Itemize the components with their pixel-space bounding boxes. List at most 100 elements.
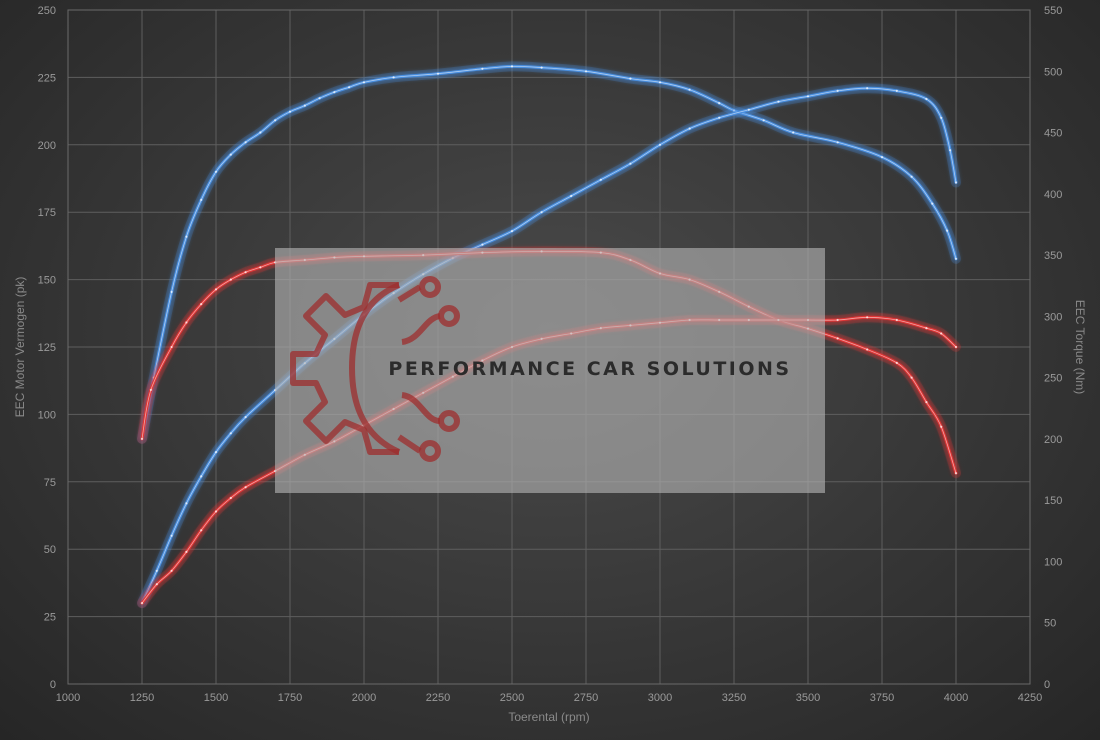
data-point [200,303,203,306]
plot-frame [67,9,1031,685]
data-point [274,119,277,122]
y-right-tick-label: 100 [1044,556,1062,568]
data-point [185,235,188,238]
y-right-tick-label: 300 [1044,311,1062,323]
data-point [732,109,736,112]
data-point [259,266,262,269]
data-point [244,486,247,489]
y-right-tick-label: 550 [1044,5,1062,17]
series-highlight [141,87,957,604]
data-point [954,472,958,475]
data-point [954,345,958,349]
data-point [584,70,588,73]
data-point [540,211,543,214]
gear-circuit-logo-icon [290,276,460,462]
y-right-tick-label: 150 [1044,495,1062,507]
y-right-axis-title: EEC Torque (Nm) [1073,300,1087,394]
data-point [895,361,898,364]
watermark-text: PERFORMANCE CAR SOLUTIONS [388,358,791,380]
data-point [540,66,543,69]
data-point [155,583,158,586]
data-point [229,432,232,435]
x-tick-label: 2250 [426,692,450,704]
watermark: PERFORMANCE CAR SOLUTIONS [275,248,825,493]
y-right-tick-label: 350 [1044,250,1062,262]
y-right-tick-label: 0 [1044,679,1050,691]
data-point [777,100,780,103]
data-point [510,230,514,233]
data-point [718,102,721,105]
x-axis-title: Toerental (rpm) [508,710,589,724]
y-left-tick-label: 50 [44,544,56,556]
data-point [436,72,440,75]
data-point [185,321,188,324]
data-point [747,108,750,111]
data-point [140,437,144,440]
data-point [170,569,173,572]
data-point [570,194,573,198]
data-point [940,116,943,119]
y-left-tick-label: 225 [38,72,56,84]
data-point [910,175,913,178]
y-left-tick-label: 0 [50,679,56,691]
x-tick-label: 3750 [870,692,894,704]
y-right-tick-label: 250 [1044,373,1062,385]
x-tick-label: 1000 [56,692,80,704]
data-point [214,170,218,173]
data-point [170,290,173,293]
series-0 [137,61,961,444]
y-left-tick-label: 100 [38,409,56,421]
data-point [200,529,203,532]
y-left-tick-label: 250 [38,5,56,17]
data-point [925,97,928,101]
data-point [792,131,795,134]
x-tick-label: 1250 [130,692,154,704]
x-tick-label: 2500 [500,692,524,704]
data-point [244,271,247,274]
x-tick-label: 2000 [352,692,376,704]
data-point [200,198,203,201]
data-point [229,496,232,500]
data-point [155,569,158,572]
data-point [140,602,144,605]
x-tick-label: 4250 [1018,692,1042,704]
data-point [954,181,958,184]
data-point [949,149,952,152]
data-point [925,401,928,404]
data-point [688,127,691,130]
data-point [954,257,958,260]
data-point [629,162,632,165]
data-point [931,202,934,205]
data-point [658,143,662,146]
data-point [910,376,913,379]
data-point [244,416,247,419]
data-point [836,337,839,340]
data-point [946,229,949,232]
data-point [244,141,247,144]
data-point [658,81,662,84]
y-left-axis-title: EEC Motor Vermogen (pk) [13,277,27,418]
data-point [288,110,292,113]
data-point [940,332,943,335]
x-tick-label: 4000 [944,692,968,704]
data-point [599,178,602,181]
y-left-tick-label: 200 [38,140,56,152]
data-point [185,550,188,554]
data-point [880,156,884,159]
data-point [229,153,232,156]
y-right-tick-label: 450 [1044,128,1062,140]
data-point [481,67,484,70]
data-point [303,104,306,107]
data-point [200,475,203,478]
data-point [318,97,321,100]
y-left-tick-label: 25 [44,612,56,624]
series-1 [137,83,961,609]
data-point [170,534,173,537]
data-point [149,388,152,391]
x-tick-label: 3500 [796,692,820,704]
data-point [836,89,839,92]
x-tick-label: 3000 [648,692,672,704]
data-point [214,288,218,291]
data-point [806,95,810,98]
y-left-tick-label: 175 [38,207,56,219]
